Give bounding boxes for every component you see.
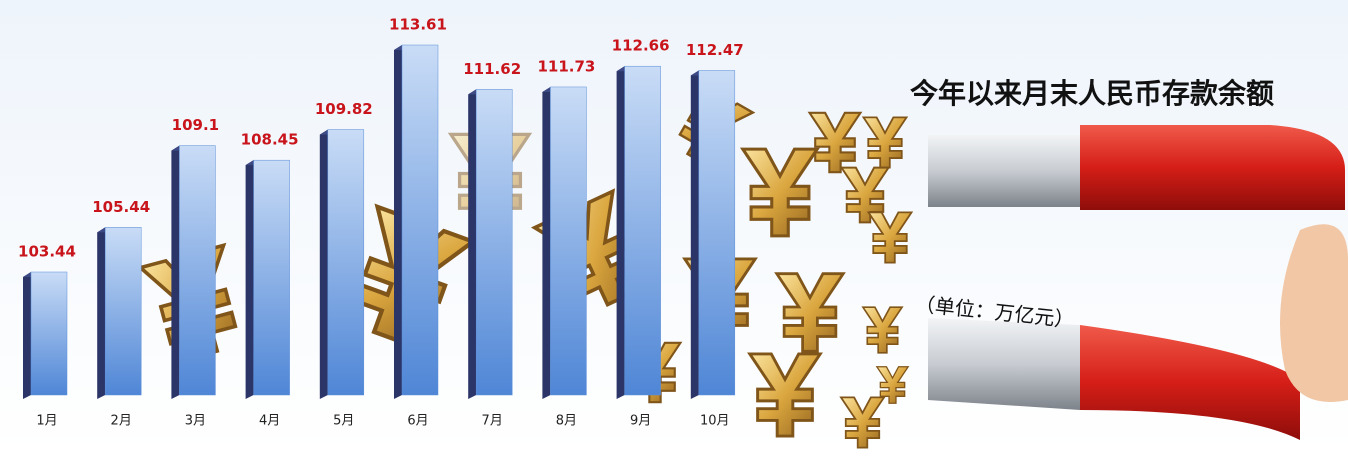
chart-title: 今年以来月末人民币存款余额 [910,77,1274,110]
bar [97,227,142,399]
bar-front [104,227,142,396]
bar-front [550,86,587,396]
bar-side [690,70,699,399]
bar [394,44,439,399]
value-label: 109.1 [172,116,219,134]
bar-side [97,227,106,399]
bar-front [30,271,68,396]
bar-front [401,44,439,396]
x-tick-label: 6月 [407,414,428,429]
x-tick-label: 7月 [482,414,503,429]
bar-side [394,45,402,399]
bar-front [179,145,216,396]
bar [245,159,290,399]
bar-side [245,160,254,399]
value-label: 112.66 [612,37,670,55]
x-tick-label: 9月 [630,414,651,429]
bar [171,145,216,399]
value-label: 112.47 [686,41,744,59]
bar [319,129,365,399]
bar [542,86,587,399]
bar [23,271,68,399]
bar-side [171,145,180,399]
x-tick-label: 4月 [259,414,280,429]
value-label: 111.62 [463,60,521,78]
bar-side [23,272,31,399]
value-label: 105.44 [92,198,150,216]
bar-side [616,66,625,399]
bar-front [475,89,513,396]
x-tick-label: 10月 [700,414,730,429]
bar-front [624,65,661,396]
bar-front [698,70,736,396]
x-tick-label: 5月 [333,414,354,429]
value-label: 108.45 [241,131,299,149]
value-label: 113.61 [389,16,447,34]
x-tick-label: 1月 [36,414,57,429]
bar-front [253,159,290,396]
value-label: 111.73 [537,57,595,75]
x-tick-label: 3月 [185,414,206,429]
bar-side [319,129,328,399]
magnet [928,125,1348,440]
value-label: 103.44 [18,243,76,261]
x-tick-label: 2月 [111,414,132,429]
bar-front [327,129,365,396]
bar-side [468,89,477,399]
value-label: 109.82 [315,100,373,118]
x-tick-label: 8月 [556,414,577,429]
bar [468,89,513,399]
bar [690,70,736,399]
bar [616,65,661,399]
bar-side [542,86,551,399]
